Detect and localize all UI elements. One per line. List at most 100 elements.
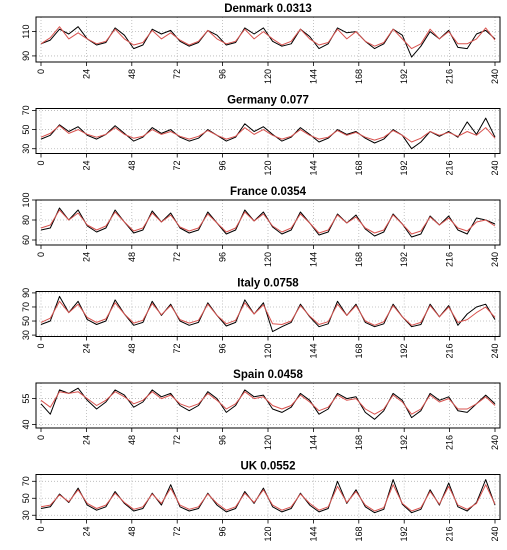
chart-title: Denmark 0.0313 [224,3,312,15]
x-tick-label: 144 [308,344,318,359]
x-tick-label: 168 [354,69,364,84]
x-tick-label: 96 [218,435,228,445]
x-tick-label: 216 [445,344,455,359]
y-tick-label: 30 [21,510,31,520]
series-line-forecast [40,300,496,326]
y-tick-label: 60 [21,235,31,245]
y-tick-label: 90 [21,51,31,61]
x-tick-label: 48 [127,435,137,445]
y-tick-label: 40 [21,420,31,430]
y-tick-label: 50 [21,316,31,326]
x-tick-label: 168 [354,527,364,542]
y-tick-label: 100 [21,192,31,207]
x-tick-label: 168 [354,161,364,176]
series-line-forecast [40,391,496,415]
chart-title: Spain 0.0458 [233,369,303,381]
x-tick-label: 48 [127,344,137,354]
x-tick-label: 0 [36,344,46,349]
x-tick-label: 120 [263,252,273,267]
x-tick-label: 192 [399,527,409,542]
x-tick-label: 24 [81,161,91,171]
series-line-actual [40,26,496,58]
y-tick-label: 50 [21,125,31,135]
x-tick-label: 72 [172,344,182,354]
x-tick-label: 120 [263,527,273,542]
x-tick-label: 120 [263,435,273,450]
x-tick-label: 24 [81,527,91,537]
x-tick-label: 24 [81,252,91,262]
chart-title: France 0.0354 [230,186,307,198]
series-line-forecast [40,26,496,50]
x-tick-label: 96 [218,344,228,354]
x-tick-label: 192 [399,252,409,267]
series-line-actual [40,295,496,333]
y-tick-label: 30 [21,330,31,340]
x-tick-label: 0 [36,69,46,74]
x-tick-label: 48 [127,252,137,262]
x-tick-label: 120 [263,344,273,359]
y-tick-label: 30 [21,144,31,154]
chart-title: UK 0.0552 [241,461,296,473]
x-tick-label: 168 [354,252,364,267]
x-tick-label: 96 [218,161,228,171]
series-line-forecast [40,125,496,143]
x-tick-label: 144 [308,527,318,542]
x-tick-label: 72 [172,161,182,171]
y-tick-label: 70 [21,476,31,486]
x-tick-label: 24 [81,435,91,445]
x-tick-label: 24 [81,344,91,354]
x-tick-label: 192 [399,69,409,84]
x-tick-label: 240 [490,69,500,84]
x-tick-label: 192 [399,435,409,450]
x-tick-label: 216 [445,252,455,267]
x-tick-label: 72 [172,527,182,537]
x-tick-label: 168 [354,435,364,450]
x-tick-label: 216 [445,69,455,84]
x-tick-label: 168 [354,344,364,359]
x-tick-label: 72 [172,435,182,445]
x-tick-label: 144 [308,161,318,176]
x-tick-label: 216 [445,161,455,176]
x-tick-label: 0 [36,161,46,166]
x-tick-label: 24 [81,69,91,79]
x-tick-label: 48 [127,527,137,537]
x-tick-label: 120 [263,69,273,84]
x-tick-label: 144 [308,252,318,267]
y-tick-label: 80 [21,215,31,225]
series-line-forecast [40,209,496,235]
x-tick-label: 144 [308,435,318,450]
x-tick-label: 96 [218,69,228,79]
x-tick-label: 144 [308,69,318,84]
series-line-forecast [40,484,496,512]
x-tick-label: 240 [490,252,500,267]
x-tick-label: 240 [490,527,500,542]
x-tick-label: 48 [127,161,137,171]
series-line-actual [40,387,496,420]
x-tick-label: 192 [399,161,409,176]
x-tick-label: 240 [490,161,500,176]
x-tick-label: 96 [218,527,228,537]
x-tick-label: 72 [172,252,182,262]
y-tick-label: 50 [21,493,31,503]
x-tick-label: 0 [36,527,46,532]
y-tick-label: 70 [21,105,31,115]
series-line-actual [40,117,496,150]
y-tick-label: 55 [21,394,31,404]
chart-title: Germany 0.077 [227,95,309,107]
x-tick-label: 216 [445,527,455,542]
x-tick-label: 0 [36,435,46,440]
x-tick-label: 216 [445,435,455,450]
x-tick-label: 96 [218,252,228,262]
x-tick-label: 240 [490,435,500,450]
x-tick-label: 72 [172,69,182,79]
y-tick-label: 90 [21,288,31,298]
y-tick-label: 110 [21,24,31,38]
y-tick-label: 70 [21,302,31,312]
x-tick-label: 48 [127,69,137,79]
x-tick-label: 0 [36,252,46,257]
x-tick-label: 240 [490,344,500,359]
chart-title: Italy 0.0758 [237,278,299,290]
x-tick-label: 192 [399,344,409,359]
